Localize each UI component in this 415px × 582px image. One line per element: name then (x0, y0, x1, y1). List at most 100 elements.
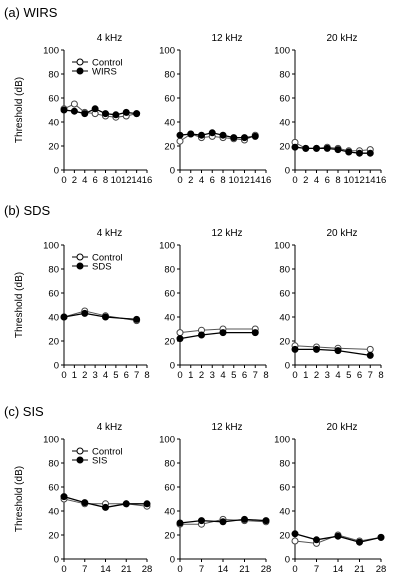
x-tick-label: 0 (61, 564, 66, 575)
data-point-sds (102, 313, 109, 321)
data-point-wirs (366, 149, 374, 157)
x-tick-label: 3 (210, 370, 215, 381)
x-tick-label: 16 (142, 175, 153, 186)
x-tick-label: 0 (177, 370, 182, 381)
x-tick-label: 10 (228, 175, 239, 186)
data-point-sds (198, 331, 205, 339)
data-point-sis (313, 536, 320, 544)
x-tick-label: 14 (250, 175, 261, 186)
data-point-wirs (187, 130, 195, 138)
data-point-sds (251, 329, 259, 337)
series-line-sds (63, 312, 137, 321)
data-point-wirs (70, 107, 78, 115)
data-point-wirs (91, 105, 99, 113)
data-point-sds (81, 309, 89, 317)
x-tick-label: 21 (239, 564, 250, 575)
x-tick-label: 2 (303, 175, 308, 186)
y-tick-label: 20 (48, 530, 59, 541)
x-tick-label: 3 (92, 370, 97, 381)
x-tick-label: 7 (82, 564, 87, 575)
y-tick-label: 100 (159, 434, 175, 445)
y-tick-label: 60 (279, 93, 290, 104)
x-tick-label: 2 (82, 370, 87, 381)
data-point-sds (313, 345, 320, 353)
panel-label: (c) SIS (4, 404, 44, 419)
data-point-sis (143, 500, 151, 508)
x-tick-label: 28 (142, 564, 153, 575)
y-tick-label: 80 (164, 458, 175, 469)
data-point-wirs (198, 131, 205, 139)
x-tick-label: 4 (199, 175, 204, 186)
y-tick-label: 0 (170, 360, 175, 371)
data-point-wirs (102, 110, 109, 118)
y-tick-label: 20 (164, 141, 175, 152)
x-tick-label: 0 (61, 175, 66, 186)
y-tick-label: 20 (279, 336, 290, 347)
legend-marker (76, 456, 84, 464)
data-point-sis (81, 499, 89, 507)
x-tick-label: 28 (376, 564, 387, 575)
y-tick-label: 20 (48, 336, 59, 347)
chart-title: 4 kHz (97, 33, 123, 44)
x-tick-label: 8 (144, 370, 149, 381)
x-tick-label: 16 (261, 175, 272, 186)
x-tick-label: 2 (188, 175, 193, 186)
data-point-sds (219, 329, 227, 337)
legend-entry: Control (92, 446, 123, 457)
x-tick-label: 1 (188, 370, 193, 381)
data-point-sis (377, 533, 385, 541)
x-tick-label: 4 (220, 370, 225, 381)
y-tick-label: 0 (285, 165, 290, 176)
data-point-wirs (122, 108, 130, 116)
x-tick-label: 14 (218, 564, 229, 575)
data-point-wirs (291, 143, 299, 151)
x-tick-label: 0 (292, 175, 297, 186)
panel-label: (a) WIRS (4, 5, 58, 20)
y-tick-label: 40 (164, 117, 175, 128)
x-tick-label: 7 (134, 370, 139, 381)
x-tick-label: 0 (292, 370, 297, 381)
chart-3-2: 12 kHz 0 20 40 60 80 100 0 7 14 21 28 (159, 422, 271, 575)
legend-marker (76, 447, 84, 455)
data-point-control (70, 100, 78, 108)
data-point-sis (219, 518, 227, 526)
y-tick-label: 100 (159, 240, 175, 251)
data-point-sis (198, 517, 205, 525)
x-tick-label: 1 (72, 370, 77, 381)
y-tick-label: 80 (279, 264, 290, 275)
y-tick-label: 60 (279, 288, 290, 299)
chart-title: 12 kHz (211, 33, 242, 44)
y-tick-label: 40 (48, 312, 59, 323)
data-point-control (291, 537, 299, 545)
series-line-sds (179, 331, 256, 340)
y-tick-label: 0 (170, 165, 175, 176)
data-point-wirs (81, 110, 89, 118)
x-tick-label: 6 (242, 370, 247, 381)
y-tick-label: 60 (164, 482, 175, 493)
data-point-sis (241, 515, 248, 523)
x-tick-label: 8 (103, 175, 108, 186)
y-tick-label: 0 (285, 360, 290, 371)
chart-title: 4 kHz (97, 422, 123, 433)
x-tick-label: 21 (121, 564, 132, 575)
data-point-wirs (112, 111, 120, 119)
x-tick-label: 3 (325, 370, 330, 381)
x-tick-label: 2 (199, 370, 204, 381)
y-tick-label: 100 (274, 240, 290, 251)
x-tick-label: 6 (357, 370, 362, 381)
chart-title: 20 kHz (326, 228, 357, 239)
x-tick-label: 1 (303, 370, 308, 381)
x-tick-label: 8 (220, 175, 225, 186)
y-tick-label: 80 (48, 69, 59, 80)
y-tick-label: 40 (164, 506, 175, 517)
legend-entry: Control (92, 252, 123, 263)
data-point-wirs (345, 148, 353, 156)
y-tick-label: 80 (279, 69, 290, 80)
y-tick-label: 100 (43, 45, 59, 56)
